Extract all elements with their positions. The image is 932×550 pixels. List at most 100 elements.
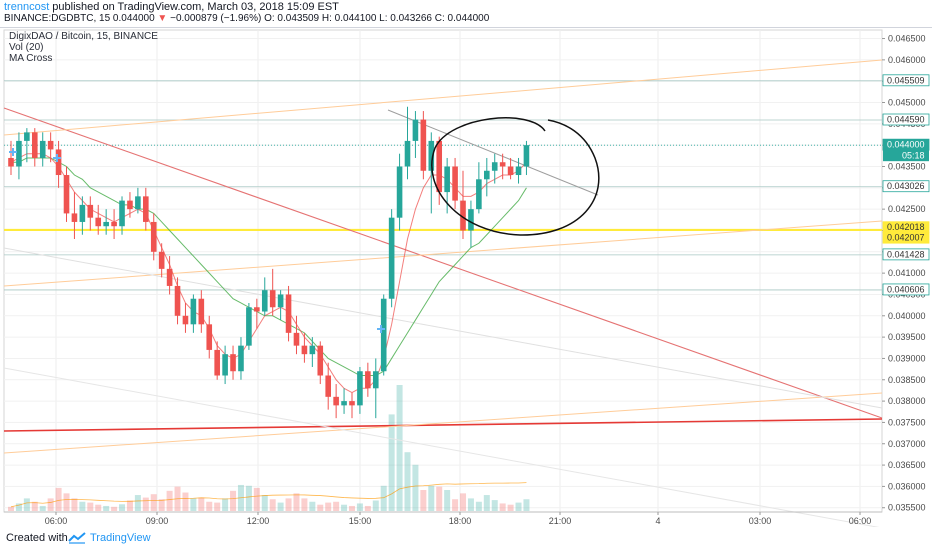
price-tag-box xyxy=(882,74,930,87)
volume-bar xyxy=(222,498,229,511)
price-axis-label: 0.045000 xyxy=(888,98,926,108)
volume-bar xyxy=(198,497,205,511)
volume-bar xyxy=(301,498,308,511)
candle xyxy=(412,111,419,158)
candle xyxy=(285,285,292,342)
volume-bar xyxy=(39,505,46,511)
time-axis-label: 4 xyxy=(655,516,660,526)
candle-body xyxy=(230,354,236,372)
price-axis-label: 0.041000 xyxy=(888,268,926,278)
candle-body xyxy=(491,162,498,171)
candle-body xyxy=(166,268,173,286)
volume-bar xyxy=(483,495,490,511)
candle xyxy=(293,315,300,355)
time-axis-label: 06:00 xyxy=(45,516,68,526)
candle-body xyxy=(317,345,324,376)
volume-bar xyxy=(515,502,522,511)
candle xyxy=(238,337,244,380)
volume-bar xyxy=(119,504,126,511)
volume-bar xyxy=(63,493,70,511)
candle xyxy=(452,157,458,210)
candle xyxy=(325,362,331,410)
candle-body xyxy=(325,375,331,397)
candle-body xyxy=(71,213,78,222)
ohlc-values: O: 0.043509 H: 0.044100 L: 0.043266 C: 0… xyxy=(264,13,490,24)
candle xyxy=(357,366,363,414)
volume-bar xyxy=(182,492,189,511)
candle xyxy=(365,362,371,397)
price-axis-label: 0.037000 xyxy=(888,439,926,449)
candle xyxy=(95,204,102,235)
candle xyxy=(166,256,173,295)
legend-volume[interactable]: Vol (20) xyxy=(9,42,44,53)
price-axis-label: 0.037500 xyxy=(888,417,926,427)
volume-bar xyxy=(79,501,86,511)
volume-bar xyxy=(55,487,62,511)
candle xyxy=(87,196,94,231)
trendline-orange-upper xyxy=(3,59,883,136)
candle xyxy=(71,192,78,240)
volume-bar xyxy=(467,498,474,511)
candle xyxy=(523,140,530,176)
volume-bar xyxy=(15,503,22,511)
candle xyxy=(388,209,395,308)
price-axis-label: 0.046000 xyxy=(888,55,926,65)
candle-body xyxy=(16,140,22,167)
tradingview-brand[interactable]: TradingView xyxy=(90,532,151,544)
header-divider xyxy=(0,27,932,28)
volume-bar xyxy=(491,500,498,511)
price-chart[interactable]: 0.0465000.0460000.0455000.0450000.044500… xyxy=(0,28,932,527)
candle xyxy=(372,358,379,419)
candle-body xyxy=(333,396,339,406)
candle xyxy=(135,187,141,214)
candle-body xyxy=(507,166,514,176)
volume-bar xyxy=(412,464,419,511)
price-axis-label: 0.038500 xyxy=(888,375,926,385)
candle-body xyxy=(246,307,252,346)
candle-body xyxy=(269,290,276,308)
volume-bar xyxy=(420,490,427,511)
volume-bar xyxy=(356,503,363,511)
candle-body xyxy=(206,324,213,350)
volume-bar xyxy=(396,385,403,511)
candle xyxy=(8,140,14,176)
candle xyxy=(222,345,228,385)
candle xyxy=(261,277,268,316)
candle xyxy=(468,200,474,248)
volume-bar xyxy=(436,486,443,511)
volume-bar xyxy=(245,485,252,511)
candle-body xyxy=(412,119,419,141)
price-tag-label: 0.043026 xyxy=(887,181,925,191)
candle-body xyxy=(468,209,474,231)
price-tag-label: 0.041428 xyxy=(887,249,925,259)
candle xyxy=(31,128,38,167)
candle xyxy=(143,187,149,231)
price-axis-label: 0.042500 xyxy=(888,204,926,214)
volume-bar xyxy=(206,501,213,511)
ma-cross-marker-icon xyxy=(53,154,61,162)
candle-body xyxy=(150,221,157,252)
time-axis-label: 03:00 xyxy=(749,516,772,526)
volume-bar xyxy=(460,493,467,511)
author-link[interactable]: trenncost xyxy=(4,1,50,13)
candle-body xyxy=(198,298,205,325)
time-axis-label: 18:00 xyxy=(449,516,472,526)
volume-bar xyxy=(293,493,300,511)
volume-bar xyxy=(8,506,14,511)
candle xyxy=(499,153,506,180)
candle-body xyxy=(285,294,292,333)
price-axis-label: 0.043500 xyxy=(888,161,926,171)
candle-body xyxy=(341,401,347,406)
legend-ma-cross[interactable]: MA Cross xyxy=(9,53,53,64)
candle xyxy=(230,345,236,380)
candle xyxy=(198,290,205,333)
candle xyxy=(380,294,387,376)
candle-body xyxy=(95,217,102,227)
candle-body xyxy=(254,307,260,312)
volume-bar xyxy=(372,500,379,511)
tradingview-logo-icon xyxy=(68,532,86,544)
countdown-tag-label: 05:18 xyxy=(902,151,925,161)
candle xyxy=(55,140,62,188)
price-change: −0.000879 (−1.96%) xyxy=(170,13,262,24)
candle xyxy=(349,392,355,419)
